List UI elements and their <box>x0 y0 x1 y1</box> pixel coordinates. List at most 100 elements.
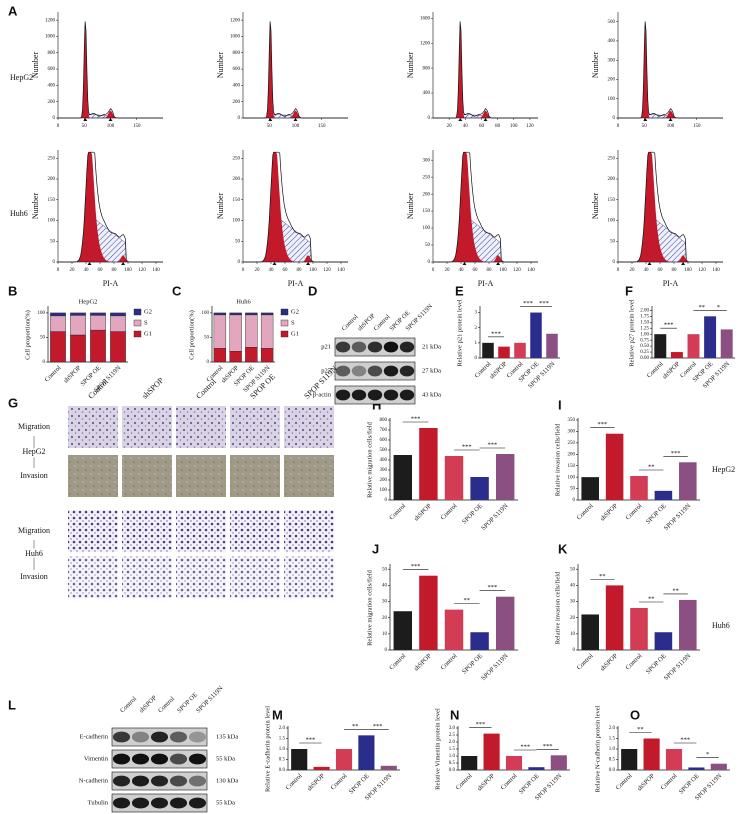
y-axis-label: Relative Vimentin protein level <box>434 708 441 790</box>
row-label: Huh6 <box>10 209 28 218</box>
size-label: 135 kDa <box>216 733 238 740</box>
row-label: Migration <box>18 422 50 431</box>
y-tick-label: 150 <box>48 198 56 203</box>
x-tick-label: 140 <box>152 268 160 273</box>
y-tick-label: 2 <box>475 326 478 331</box>
x-tick-label: 100 <box>124 268 132 273</box>
x-tick-label: 140 <box>712 268 720 273</box>
bar <box>688 767 705 770</box>
bar-segment <box>245 314 258 348</box>
peak-marker <box>272 262 277 265</box>
panel-letter: F <box>625 283 633 298</box>
bar <box>393 455 413 500</box>
y-axis-label: Relative migration cells/field <box>366 569 373 646</box>
x-tick-label: shSPOP <box>599 652 619 672</box>
panel-letter: C <box>172 283 182 298</box>
blot-band <box>169 731 188 743</box>
y-tick-label: 2.0 <box>279 726 286 731</box>
peak-marker <box>268 118 273 121</box>
peak-marker <box>496 262 501 265</box>
bar <box>514 342 526 358</box>
x-tick-label: 80 <box>495 124 501 129</box>
bar-segment <box>229 314 242 352</box>
x-tick-label: shSPOP <box>413 502 433 522</box>
y-tick-label: 250 <box>608 156 616 161</box>
blot-band <box>112 753 131 765</box>
row-label: Migration <box>18 526 50 535</box>
x-tick-label: SPOP S119N <box>663 652 693 682</box>
peak-marker <box>87 262 92 265</box>
flow-axes <box>57 12 163 119</box>
panel-letter: E <box>455 283 464 298</box>
x-tick-label: 60 <box>479 124 485 129</box>
x-tick-label: Control <box>388 502 407 521</box>
x-tick-label: 0 <box>617 268 620 273</box>
legend-label: G2 <box>144 308 152 315</box>
panel-letter: D <box>308 283 317 298</box>
bar-segment <box>70 312 86 316</box>
y-tick-label: 100 <box>608 219 616 224</box>
blot-band <box>383 389 399 401</box>
legend-swatch <box>280 330 289 338</box>
bar-segment <box>90 315 106 331</box>
x-tick-label: SPOP OE <box>645 502 668 525</box>
bar <box>470 632 489 650</box>
bar-segment <box>50 315 66 332</box>
side-label: Huh6 <box>712 621 730 630</box>
legend-swatch <box>133 308 142 316</box>
y-tick-label: 0.50 <box>640 344 649 349</box>
side-label: HepG2 <box>712 465 735 474</box>
bar <box>704 316 717 358</box>
x-tick-label: 100 <box>292 124 300 129</box>
flow-g2-peak <box>104 110 117 118</box>
y-tick-label: 3 <box>475 311 478 316</box>
bar-segment <box>213 314 227 349</box>
y-axis-label: Relative E-cadherin protein level <box>264 706 271 792</box>
size-label: 130 kDa <box>216 777 238 784</box>
blot-band <box>367 341 383 353</box>
bar <box>393 611 413 650</box>
peak-marker <box>681 262 686 265</box>
x-tick-label: Control <box>388 652 407 671</box>
x-axis-label: PI-A <box>288 279 304 288</box>
blot-band <box>335 341 351 353</box>
significance-label: ** <box>648 595 655 602</box>
bar <box>495 454 515 500</box>
y-tick-label: 150 <box>233 198 241 203</box>
y-tick-label: 0.5 <box>609 758 616 763</box>
blot-band <box>351 389 367 401</box>
bar <box>630 476 648 500</box>
panel-letter: G <box>8 395 18 410</box>
blot-band <box>367 389 383 401</box>
bar <box>679 599 697 650</box>
y-tick-label: 400 <box>380 458 388 463</box>
y-axis-label: Relative p21 protein level <box>456 299 463 367</box>
peak-marker <box>643 118 648 121</box>
blot-band <box>150 753 169 765</box>
panel-letter: K <box>558 541 568 556</box>
y-tick-label: 50 <box>50 239 56 244</box>
x-tick-label: Control <box>285 772 304 791</box>
blot-band <box>169 753 188 765</box>
y-tick-label: 0.0 <box>609 768 616 773</box>
row-label: Invasion <box>20 471 48 480</box>
x-tick-label: 40 <box>84 268 90 273</box>
y-tick-label: 0.25 <box>640 350 649 355</box>
blot-band <box>188 797 207 809</box>
lane-label: SPOP S119N <box>405 303 435 333</box>
transwell-image <box>284 510 334 552</box>
x-tick-label: 20 <box>447 124 453 129</box>
lane-label: Control <box>341 313 360 332</box>
y-tick-label: 1.5 <box>449 747 456 752</box>
panel-letter: J <box>372 541 379 556</box>
bar-segment <box>90 329 106 363</box>
y-tick-label: 0 <box>238 260 241 265</box>
peak-marker <box>458 118 463 121</box>
y-tick-label: 1.0 <box>279 747 286 752</box>
bar <box>461 756 478 770</box>
row-label: Vimentin <box>84 755 109 762</box>
y-tick-label: 1.0 <box>449 754 456 759</box>
flow-g1-peak <box>243 21 348 118</box>
x-tick-label: 50 <box>267 124 273 129</box>
